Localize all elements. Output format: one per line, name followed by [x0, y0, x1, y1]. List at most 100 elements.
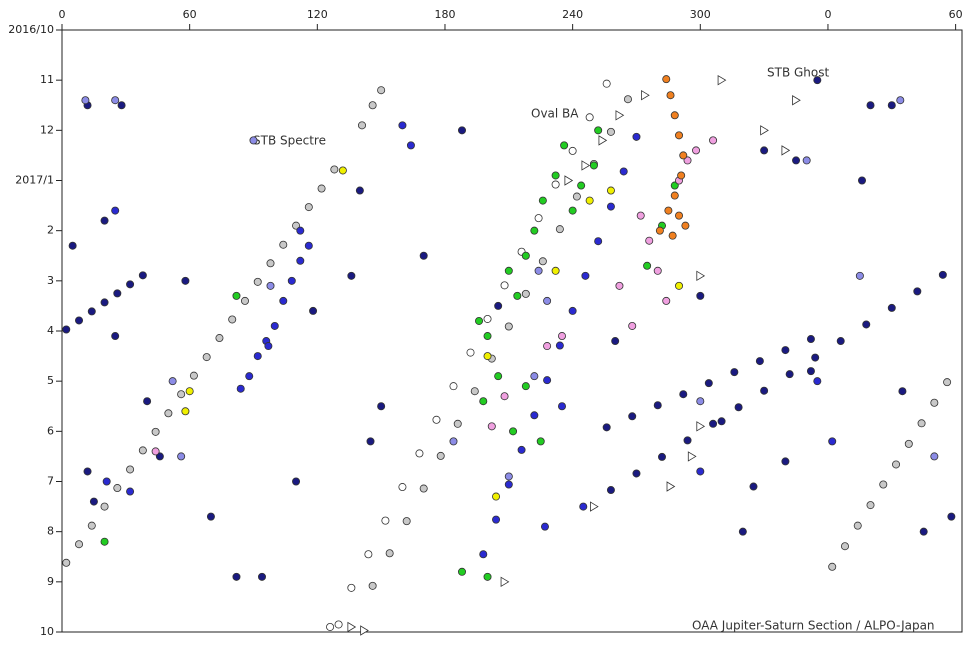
point: [602, 423, 611, 432]
point: [666, 91, 675, 100]
triangle-point: [500, 576, 510, 588]
x-tick-label: 60: [949, 8, 963, 21]
point: [266, 281, 275, 290]
point: [806, 367, 815, 376]
point: [632, 469, 641, 478]
point: [432, 415, 441, 424]
triangle-point: [696, 270, 706, 282]
point: [509, 427, 518, 436]
y-tick-label: 2016/10: [8, 23, 54, 36]
point: [858, 176, 867, 185]
triangle-point: [615, 110, 625, 121]
point: [543, 376, 552, 385]
point: [270, 321, 279, 330]
point: [836, 337, 845, 346]
point: [111, 96, 120, 105]
point: [811, 353, 820, 362]
point: [87, 307, 96, 316]
point: [317, 184, 326, 193]
x-tick-label: 300: [690, 8, 711, 21]
point: [813, 76, 822, 85]
triangle-point: [666, 481, 676, 492]
point: [917, 419, 926, 428]
point: [755, 357, 764, 366]
point: [494, 301, 503, 310]
point: [653, 401, 662, 410]
point: [879, 480, 888, 489]
point: [126, 487, 135, 496]
point: [406, 141, 415, 150]
triangle-point: [360, 625, 369, 636]
point: [492, 492, 501, 501]
point: [585, 113, 594, 122]
x-tick-label: 240: [562, 8, 583, 21]
point: [504, 472, 513, 481]
point: [551, 171, 560, 180]
point: [606, 202, 615, 211]
point: [579, 502, 588, 511]
point: [781, 457, 790, 466]
point: [113, 289, 122, 298]
point: [555, 341, 564, 350]
triangle-point: [792, 95, 801, 106]
triangle-point: [687, 451, 697, 462]
point: [487, 422, 496, 431]
triangle-point: [781, 145, 791, 156]
point: [530, 372, 539, 381]
point: [111, 206, 120, 215]
point: [645, 236, 654, 245]
point: [558, 332, 567, 341]
point: [347, 271, 356, 280]
point: [675, 211, 684, 220]
triangle-point: [717, 74, 727, 86]
point: [292, 221, 301, 230]
point: [704, 379, 713, 388]
point: [138, 446, 147, 455]
point: [675, 131, 684, 140]
point: [100, 298, 109, 307]
point: [364, 550, 373, 559]
point: [168, 377, 177, 386]
point: [632, 132, 641, 141]
point: [536, 437, 545, 446]
y-tick-label: 12: [40, 123, 54, 136]
point: [619, 167, 628, 176]
point: [470, 387, 479, 396]
point: [749, 482, 758, 491]
point: [102, 477, 111, 486]
point: [181, 407, 190, 416]
point: [138, 271, 147, 280]
point: [792, 156, 801, 165]
point: [581, 271, 590, 280]
point: [479, 397, 488, 406]
point: [436, 451, 445, 460]
point: [304, 203, 313, 212]
point: [606, 127, 615, 136]
annotation: Oval BA: [531, 107, 579, 121]
point: [862, 320, 871, 329]
y-tick-label: 11: [40, 73, 54, 86]
point: [279, 296, 288, 305]
point: [540, 522, 549, 531]
point: [296, 226, 305, 235]
x-tick-label: 180: [434, 8, 455, 21]
point: [377, 86, 386, 95]
point: [415, 449, 424, 458]
point: [594, 237, 603, 246]
y-tick-label: 6: [47, 424, 54, 437]
point: [479, 550, 488, 559]
point: [83, 467, 92, 476]
point: [257, 572, 266, 581]
point: [68, 241, 77, 250]
point: [81, 96, 90, 105]
point: [611, 337, 620, 346]
point: [377, 402, 386, 411]
point: [419, 251, 428, 260]
point: [717, 417, 726, 426]
point: [521, 382, 530, 391]
y-tick-label: 4: [47, 324, 54, 337]
point: [483, 332, 492, 341]
point: [636, 211, 645, 220]
point: [530, 411, 539, 420]
